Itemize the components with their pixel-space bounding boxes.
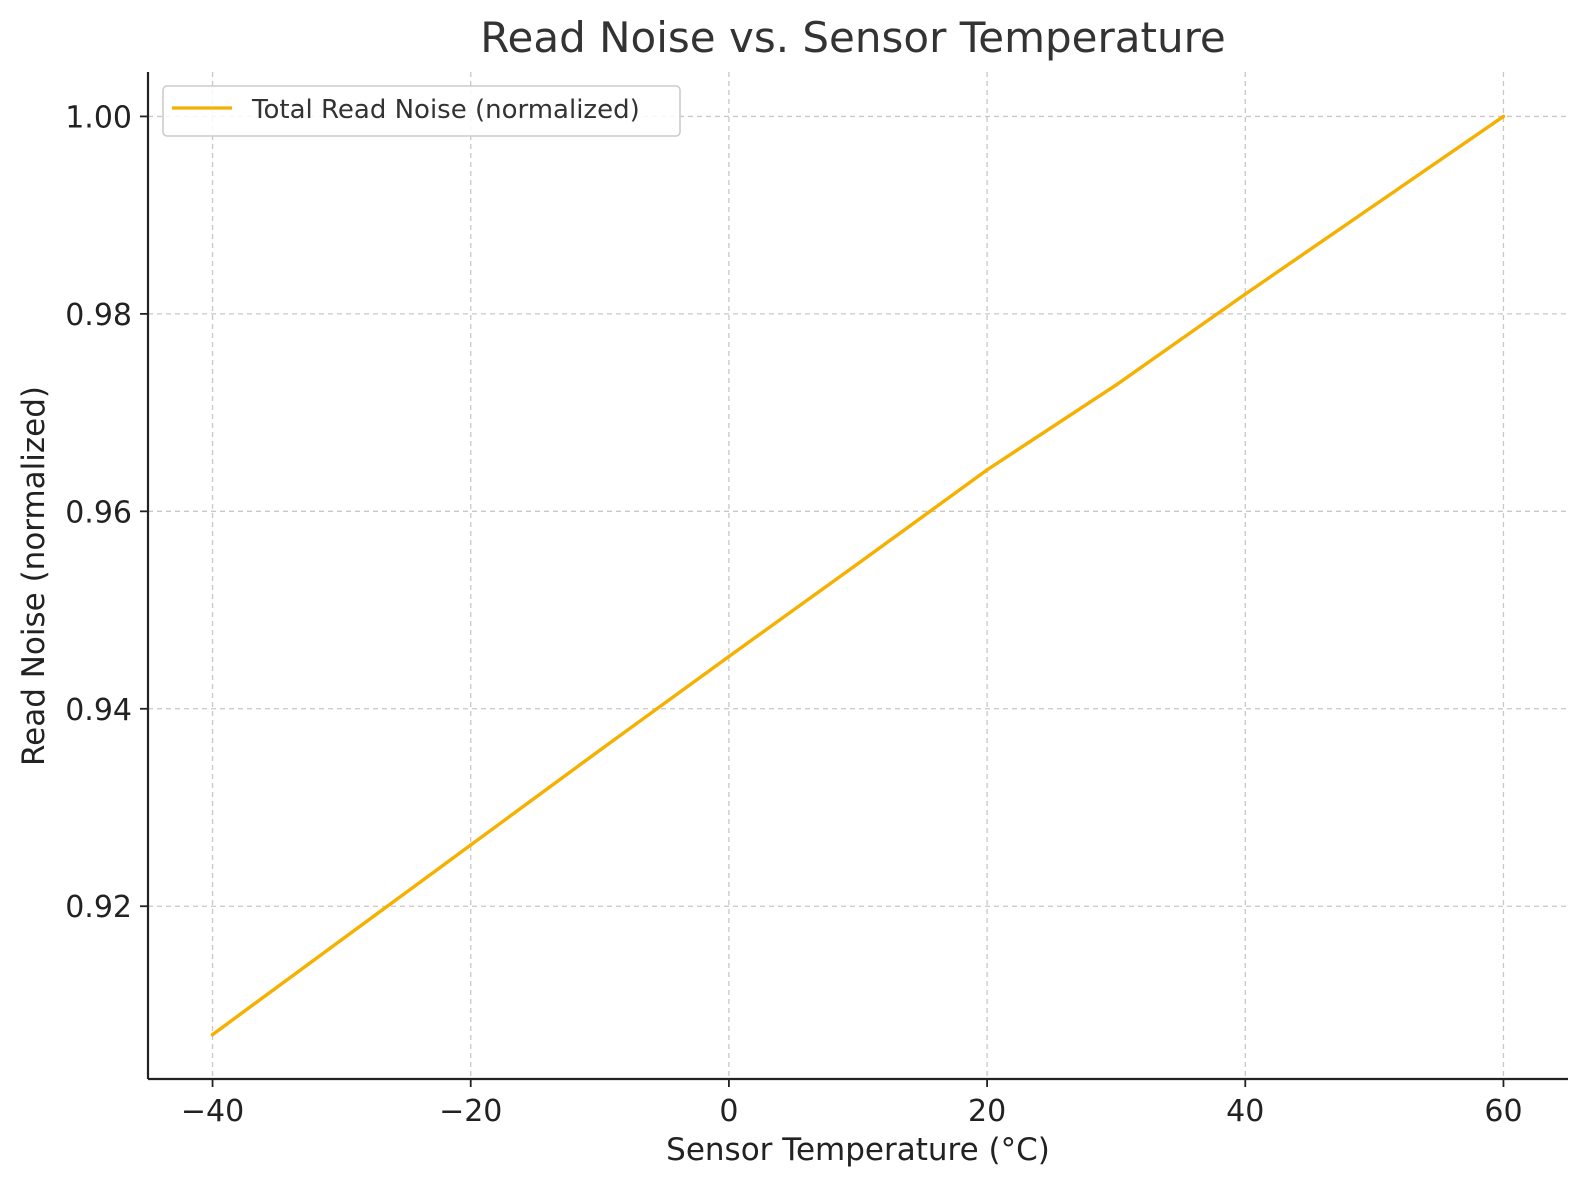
x-tick-label: 0 <box>719 1094 738 1129</box>
series-point <box>469 843 473 847</box>
y-axis-label: Read Noise (normalized) <box>16 386 52 766</box>
x-tick-label: −40 <box>181 1094 244 1129</box>
x-ticks: −40 −20 0 20 40 60 <box>181 1079 1523 1129</box>
series-point <box>598 748 602 752</box>
legend: Total Read Noise (normalized) <box>162 85 681 137</box>
series-point <box>210 1032 215 1037</box>
y-tick-label: 0.92 <box>65 890 132 925</box>
legend-label: Total Read Noise (normalized) <box>251 95 640 125</box>
series-layer <box>210 114 1506 1037</box>
series-point <box>1114 383 1118 387</box>
x-tick-label: 60 <box>1484 1094 1522 1129</box>
series-point <box>1372 203 1377 207</box>
y-tick-label: 1.00 <box>65 100 132 135</box>
series-point <box>339 938 344 942</box>
chart-title: Read Noise vs. Sensor Temperature <box>480 13 1226 62</box>
series-point <box>985 468 989 472</box>
series-point <box>1243 292 1247 296</box>
y-ticks: 0.92 0.94 0.96 0.98 1.00 <box>65 100 148 925</box>
x-tick-label: 40 <box>1226 1094 1264 1129</box>
series-point <box>1501 114 1506 119</box>
x-axis-label: Sensor Temperature (°C) <box>666 1132 1050 1168</box>
y-tick-label: 0.94 <box>65 693 132 728</box>
series-point <box>856 561 860 566</box>
series-point <box>727 654 731 659</box>
axes <box>146 72 1568 1081</box>
x-tick-label: −20 <box>439 1094 502 1129</box>
y-tick-label: 0.98 <box>65 298 132 333</box>
legend-box <box>162 85 681 137</box>
y-tick-label: 0.96 <box>65 495 132 530</box>
x-tick-label: 20 <box>968 1094 1006 1129</box>
